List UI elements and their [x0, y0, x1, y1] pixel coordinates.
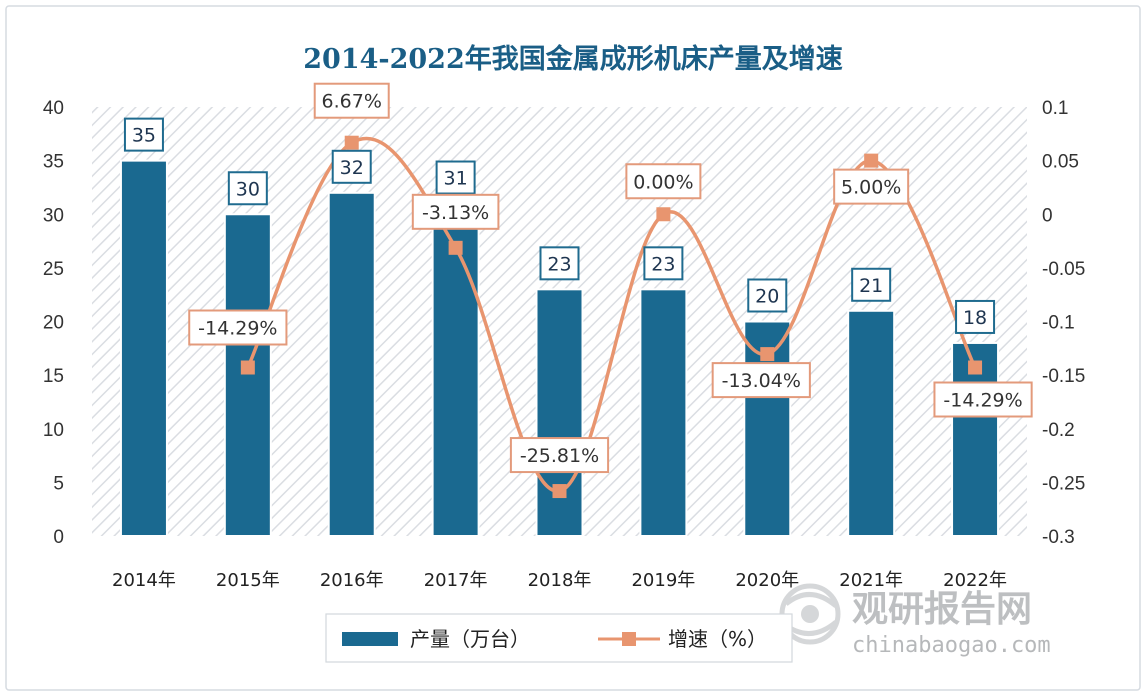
left-tick-label: 30 [43, 205, 64, 226]
watermark-text: 观研报告网 [852, 589, 1032, 630]
bar [535, 288, 584, 538]
bar [431, 202, 480, 537]
line-label-box [833, 168, 910, 205]
bar-label-box [331, 149, 372, 184]
left-tick-label: 5 [53, 473, 64, 494]
x-tick-label: 2016年 [320, 570, 384, 591]
bar-data-label: 23 [547, 253, 571, 275]
bar-label-box [539, 246, 580, 281]
line-point [760, 347, 775, 362]
bar [327, 191, 376, 538]
line-data-label: 5.00% [841, 177, 901, 199]
line-point [968, 360, 983, 375]
legend-line-marker [622, 632, 636, 646]
bar-label-box [435, 160, 476, 195]
line-data-label: -14.29% [943, 390, 1022, 412]
bar [847, 309, 896, 537]
right-tick-label: -0.2 [1042, 420, 1075, 441]
left-tick-label: 20 [43, 313, 64, 334]
line-point [864, 153, 879, 168]
bar-data-label: 30 [236, 178, 260, 200]
bar-label-box [851, 267, 892, 302]
x-axis: 2014年 2015年 2016年 2017年 2018年 2019年 2020年 2021年… [112, 570, 1007, 591]
x-tick-label: 2019年 [631, 570, 695, 591]
right-tick-label: 0 [1042, 205, 1053, 226]
line-point [240, 360, 255, 375]
right-tick-label: -0.05 [1042, 259, 1085, 280]
left-tick-label: 40 [43, 98, 64, 119]
bar [639, 288, 688, 538]
chart-title: 2014-2022年我国金属成形机床产量及增速 [303, 43, 843, 75]
line-label-box [188, 309, 288, 346]
line-labels: -14.29% 6.67% -3.13% -25.81% 0.00% -13.04% 5.0… [188, 82, 1033, 474]
bar-data-label: 21 [859, 275, 883, 297]
bar-data-label: 32 [340, 157, 364, 179]
left-tick-label: 25 [43, 259, 64, 280]
left-tick-label: 10 [43, 420, 64, 441]
line-label-box [625, 163, 702, 200]
line-data-label: -3.13% [422, 202, 489, 224]
line-data-label: -25.81% [520, 445, 599, 467]
line-data-label: 0.00% [633, 171, 693, 193]
line-data-label: -13.04% [722, 370, 801, 392]
legend-bar-label: 产量（万台） [410, 627, 530, 651]
legend-line-label: 增速（%） [668, 627, 767, 651]
bar [951, 341, 1000, 538]
bar-data-label: 20 [755, 286, 779, 308]
x-tick-label: 2020年 [735, 570, 799, 591]
legend-box [325, 613, 793, 663]
bar-label-box [123, 117, 164, 152]
bar-data-label: 35 [132, 125, 156, 147]
watermark-url: chinabaogao.com [852, 633, 1051, 658]
right-tick-label: -0.25 [1042, 473, 1085, 494]
bar-label-box [227, 171, 268, 206]
left-tick-label: 35 [43, 152, 64, 173]
line-data-label: -14.29% [198, 318, 277, 340]
x-tick-label: 2015年 [216, 570, 280, 591]
line-point [552, 484, 567, 499]
bar-data-label: 18 [963, 307, 987, 329]
line-label-box [933, 381, 1033, 418]
legend: 产量（万台） 增速（%） [325, 613, 793, 663]
bar [223, 213, 272, 537]
legend-bar-swatch [342, 632, 398, 646]
left-tick-label: 15 [43, 366, 64, 387]
right-tick-label: 0.05 [1042, 152, 1079, 173]
x-tick-label: 2017年 [424, 570, 488, 591]
left-tick-label: 0 [53, 527, 64, 548]
bar-label-box [643, 246, 684, 281]
x-tick-label: 2018年 [528, 570, 592, 591]
bar-labels: 35 30 32 31 23 23 20 21 18 [123, 117, 996, 334]
x-tick-label: 2021年 [839, 570, 903, 591]
bar-label-box [747, 278, 788, 313]
right-tick-label: -0.1 [1042, 313, 1075, 334]
line-label-box [509, 437, 610, 474]
x-tick-label: 2022年 [943, 570, 1007, 591]
line-label-box [313, 82, 390, 119]
line-point [448, 240, 463, 255]
line-label-box [411, 193, 500, 230]
x-tick-label: 2014年 [112, 570, 176, 591]
bar [119, 159, 168, 537]
right-axis: -0.3 -0.25 -0.2 -0.15 -0.1 -0.05 0 0.05 0.1 [1042, 98, 1085, 548]
right-tick-label: -0.3 [1042, 527, 1075, 548]
right-tick-label: -0.15 [1042, 366, 1085, 387]
bar-data-label: 23 [651, 253, 675, 275]
bar-data-label: 31 [444, 168, 468, 190]
line-data-label: 6.67% [322, 91, 382, 113]
left-axis: 0 5 10 15 20 25 30 35 40 [43, 98, 64, 548]
bar-label-box [955, 299, 996, 334]
line-point [344, 135, 359, 150]
line-label-box [711, 362, 811, 399]
right-tick-label: 0.1 [1042, 98, 1068, 119]
line-point [656, 207, 671, 222]
bar-series [119, 159, 1000, 538]
